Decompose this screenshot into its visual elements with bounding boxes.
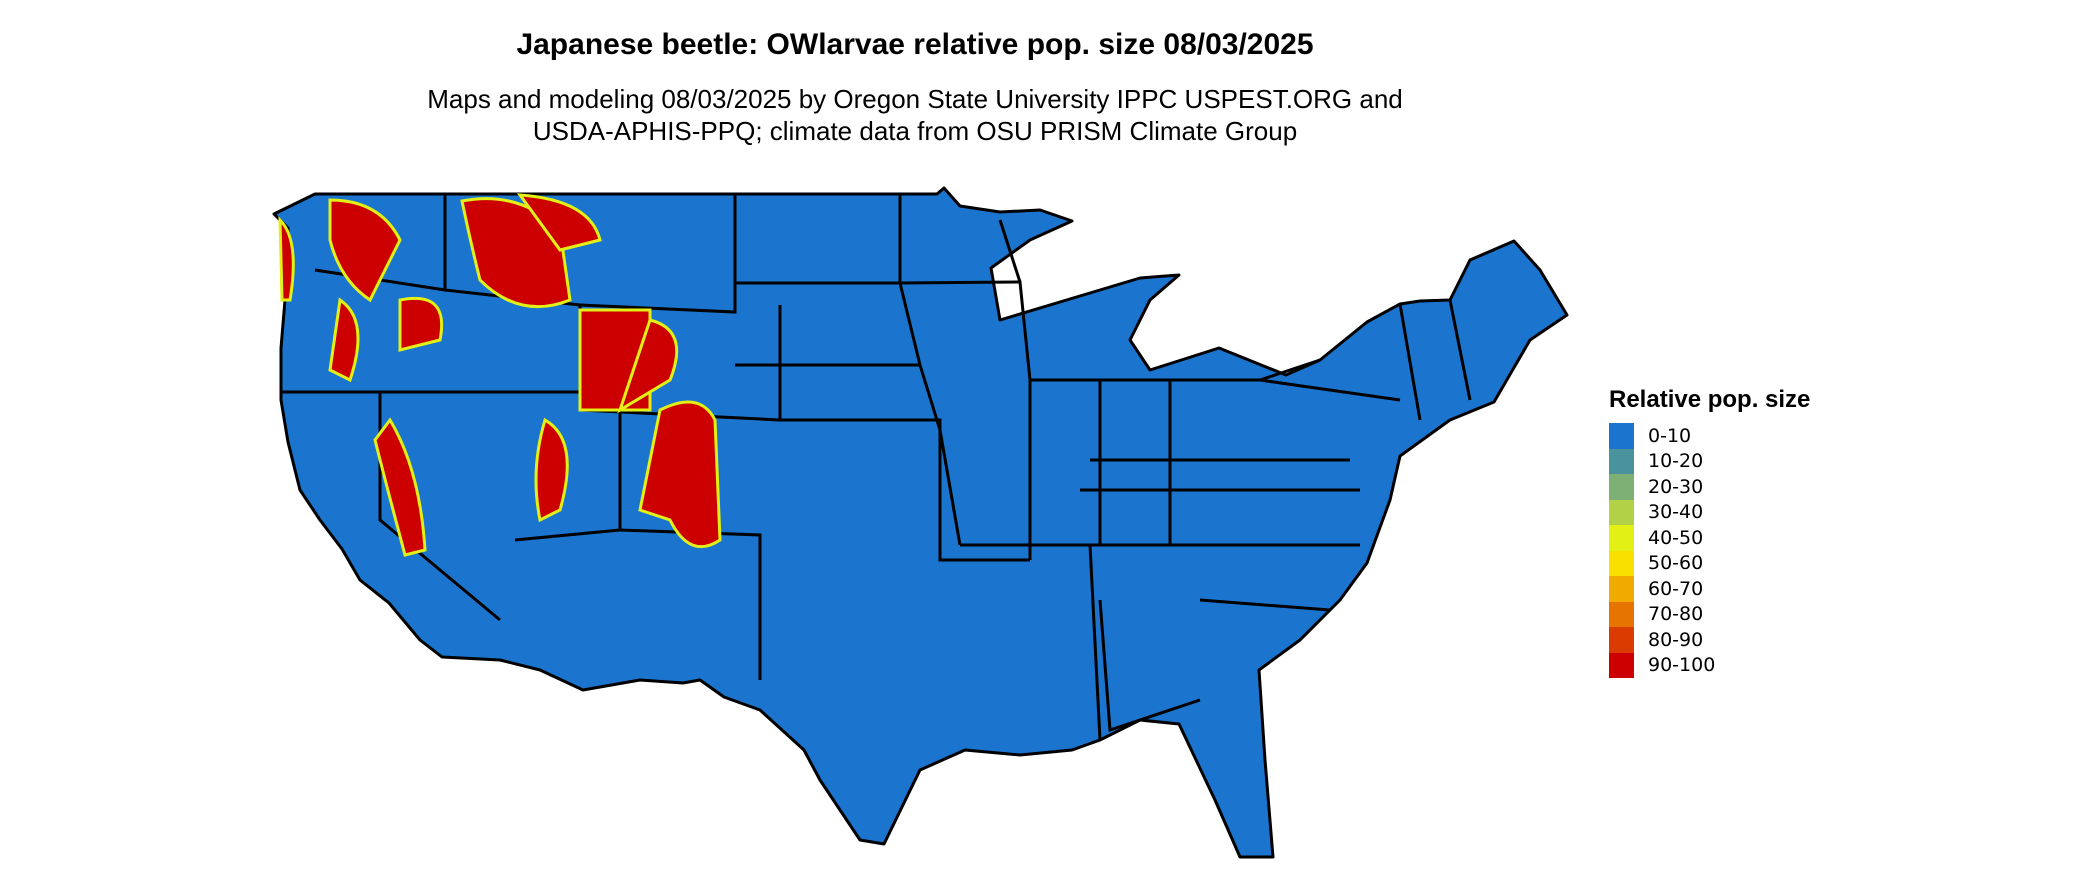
legend-item: 20-30 <box>1609 474 1810 500</box>
legend-item: 70-80 <box>1609 601 1810 627</box>
legend-item: 0-10 <box>1609 423 1810 449</box>
legend-item: 60-70 <box>1609 576 1810 602</box>
legend-swatch <box>1609 423 1634 449</box>
legend-item: 80-90 <box>1609 627 1810 653</box>
legend-label: 50-60 <box>1648 552 1704 575</box>
legend: Relative pop. size 0-10 10-20 20-30 30-40 40… <box>1609 386 1810 678</box>
legend-label: 20-30 <box>1648 475 1704 498</box>
legend-swatch <box>1609 448 1634 474</box>
us-outline <box>272 186 1569 859</box>
high-population-areas <box>278 193 722 557</box>
legend-label: 10-20 <box>1648 450 1704 473</box>
legend-item: 50-60 <box>1609 550 1810 576</box>
map-subtitle-line2: USDA-APHIS-PPQ; climate data from OSU PR… <box>532 116 1298 146</box>
legend-label: 70-80 <box>1648 603 1704 626</box>
legend-swatch <box>1609 576 1634 602</box>
legend-item: 30-40 <box>1609 499 1810 525</box>
legend-swatch <box>1609 525 1634 551</box>
legend-label: 40-50 <box>1648 526 1704 549</box>
legend-label: 90-100 <box>1648 654 1716 677</box>
legend-item: 40-50 <box>1609 525 1810 551</box>
map-title: Japanese beetle: OWlarvae relative pop. … <box>516 28 1314 61</box>
legend-swatch <box>1609 474 1634 500</box>
legend-swatch <box>1609 652 1634 678</box>
legend-label: 30-40 <box>1648 501 1704 524</box>
legend-label: 60-70 <box>1648 577 1704 600</box>
map-subtitle-line1: Maps and modeling 08/03/2025 by Oregon S… <box>427 84 1403 114</box>
legend-swatch <box>1609 550 1634 576</box>
legend-label: 0-10 <box>1648 424 1692 447</box>
legend-label: 80-90 <box>1648 628 1704 651</box>
legend-swatch <box>1609 499 1634 525</box>
legend-title: Relative pop. size <box>1609 386 1811 413</box>
legend-item: 10-20 <box>1609 448 1810 474</box>
legend-swatch <box>1609 627 1634 653</box>
legend-swatch <box>1609 601 1634 627</box>
legend-item: 90-100 <box>1609 652 1810 678</box>
